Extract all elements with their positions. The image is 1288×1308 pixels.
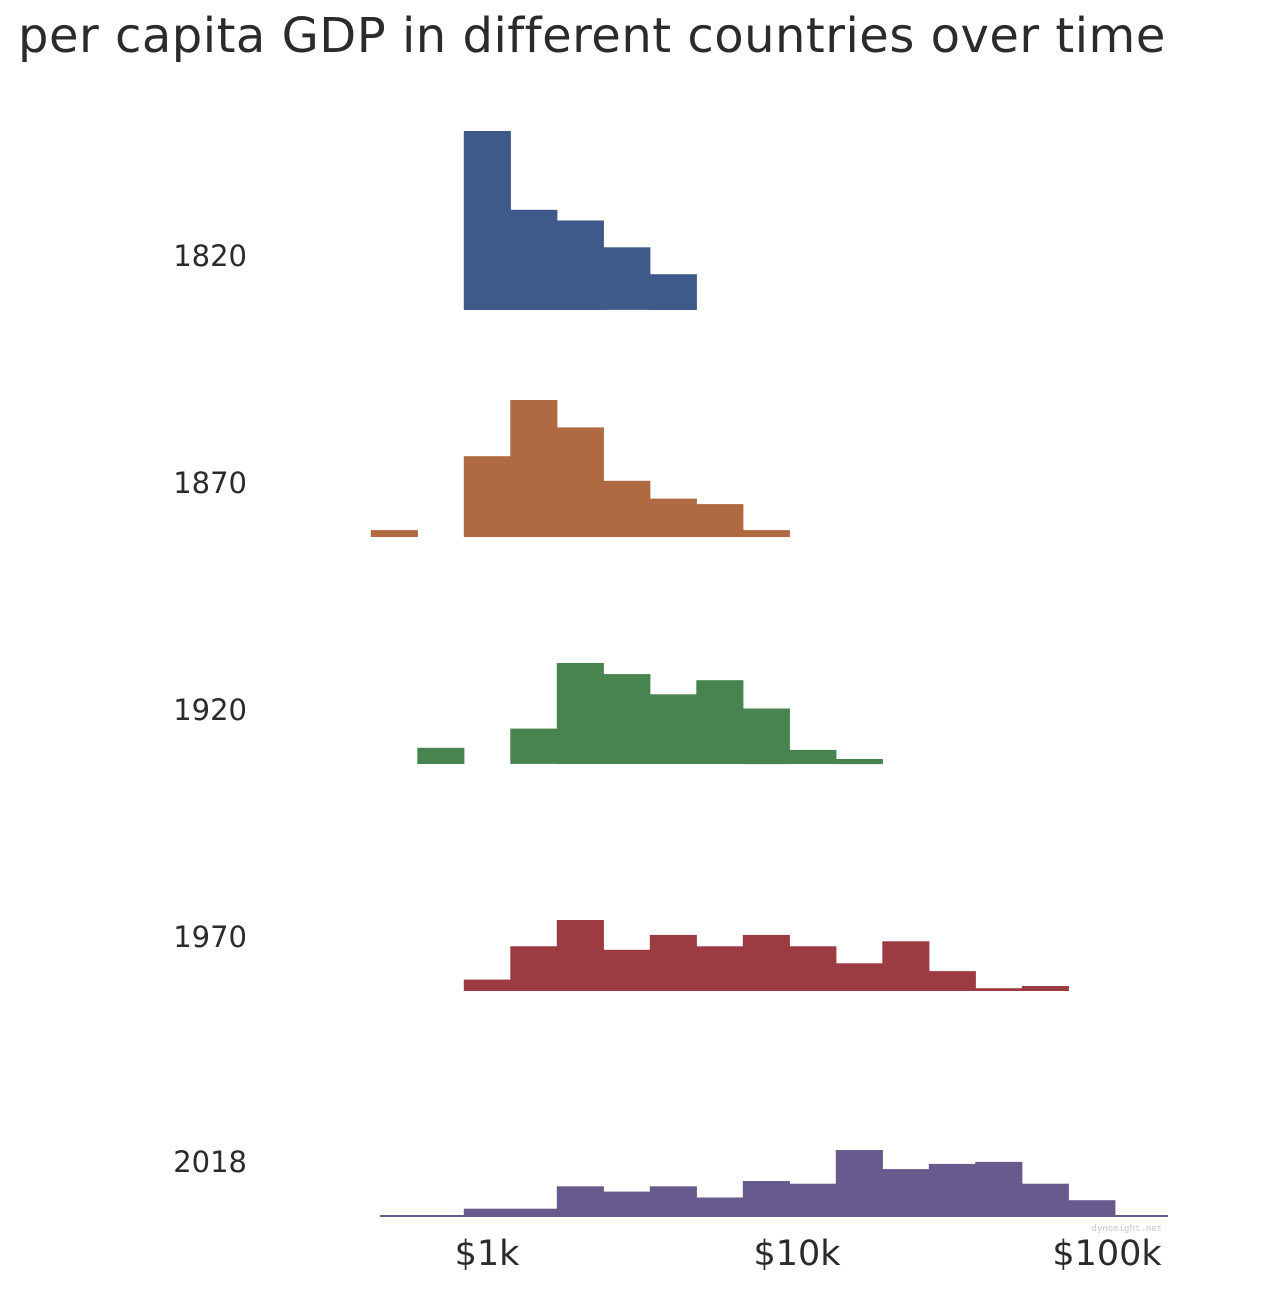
bar-1870-bin-2 bbox=[463, 456, 511, 537]
series-2018 bbox=[463, 1150, 1116, 1216]
bar-1870-bin-8 bbox=[742, 530, 790, 537]
bar-1820-bin-6 bbox=[649, 274, 697, 310]
bar-1970-bin-9 bbox=[789, 946, 837, 991]
bar-1970-bin-13 bbox=[975, 988, 1023, 991]
x-tick-label: $10k bbox=[753, 1234, 841, 1274]
bar-1920-bin-1 bbox=[417, 747, 465, 764]
bar-2018-bin-3 bbox=[510, 1208, 558, 1216]
bar-1970-bin-10 bbox=[835, 963, 883, 991]
bar-1970-bin-8 bbox=[742, 934, 790, 991]
series-1970 bbox=[463, 920, 1069, 991]
bar-2018-bin-14 bbox=[1021, 1183, 1069, 1216]
bar-1970-bin-11 bbox=[882, 941, 930, 991]
bar-1820-bin-4 bbox=[556, 220, 604, 310]
bar-1870-bin-3 bbox=[510, 400, 558, 537]
bar-1920-bin-6 bbox=[649, 694, 697, 764]
row-label-1920: 1920 bbox=[173, 693, 247, 727]
row-label-1970: 1970 bbox=[173, 920, 247, 954]
bar-1920-bin-9 bbox=[789, 749, 837, 764]
bar-2018-bin-8 bbox=[742, 1181, 790, 1216]
row-label-2018: 2018 bbox=[173, 1145, 247, 1179]
x-tick-label: $1k bbox=[455, 1234, 521, 1274]
bar-1820-bin-2 bbox=[463, 131, 511, 310]
bar-1970-bin-3 bbox=[510, 946, 558, 991]
bar-2018-bin-9 bbox=[789, 1183, 837, 1216]
bar-1820-bin-3 bbox=[510, 209, 558, 310]
bar-1920-bin-8 bbox=[742, 708, 790, 765]
bar-2018-bin-10 bbox=[835, 1150, 883, 1216]
bar-2018-bin-5 bbox=[603, 1191, 651, 1216]
bar-1870-bin-4 bbox=[556, 427, 604, 537]
bar-2018-bin-4 bbox=[556, 1186, 604, 1216]
series-1920 bbox=[417, 663, 883, 765]
bar-1920-bin-4 bbox=[556, 663, 604, 764]
bar-1920-bin-3 bbox=[510, 728, 558, 764]
series-1870 bbox=[370, 400, 790, 537]
bar-1920-bin-7 bbox=[696, 680, 744, 764]
bar-2018-bin-7 bbox=[696, 1197, 744, 1216]
bar-1870-bin-6 bbox=[649, 498, 697, 537]
bar-1970-bin-12 bbox=[928, 971, 976, 991]
chart-title: per capita GDP in different countries ov… bbox=[18, 8, 1166, 64]
bar-2018-bin-2 bbox=[463, 1208, 511, 1216]
bar-1970-bin-5 bbox=[603, 949, 651, 991]
bar-2018-bin-11 bbox=[882, 1169, 930, 1216]
row-label-1870: 1870 bbox=[173, 466, 247, 500]
bar-1970-bin-14 bbox=[1021, 986, 1069, 991]
bar-1870-bin-7 bbox=[696, 504, 744, 537]
bar-1870-bin-5 bbox=[603, 480, 651, 537]
row-label-1820: 1820 bbox=[173, 239, 247, 273]
watermark-text: dynomight.net bbox=[1092, 1224, 1162, 1234]
bar-1970-bin-4 bbox=[556, 920, 604, 991]
bar-2018-bin-12 bbox=[928, 1163, 976, 1216]
bar-1970-bin-2 bbox=[463, 979, 511, 991]
bar-1820-bin-5 bbox=[603, 247, 651, 310]
x-tick-label: $100k bbox=[1052, 1234, 1162, 1274]
bar-1970-bin-7 bbox=[696, 946, 744, 991]
bar-1920-bin-5 bbox=[603, 674, 651, 764]
bar-2018-bin-13 bbox=[975, 1161, 1023, 1216]
series-1820 bbox=[463, 131, 697, 310]
bar-1970-bin-6 bbox=[649, 934, 697, 991]
bar-1920-bin-10 bbox=[835, 759, 883, 765]
bar-1870-bin-0 bbox=[370, 530, 418, 537]
bar-2018-bin-6 bbox=[649, 1186, 697, 1216]
bar-2018-bin-15 bbox=[1068, 1200, 1116, 1216]
